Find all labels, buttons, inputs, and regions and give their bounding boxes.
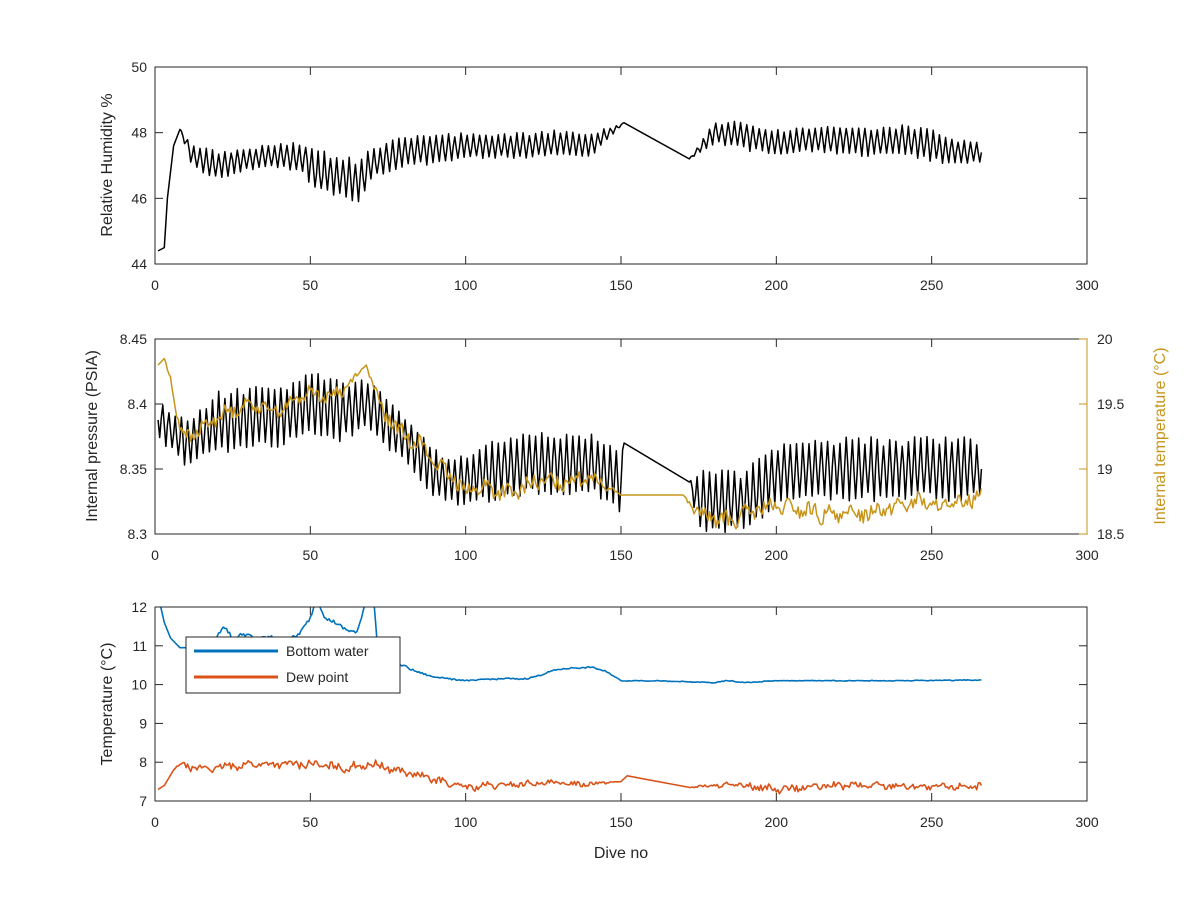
humidity-plot-area <box>155 67 1087 264</box>
series-line-humidity <box>157 120 983 252</box>
pressure-y2-tick-label: 18.5 <box>1097 526 1124 542</box>
series-line-bottom-water <box>159 607 982 684</box>
legend: Bottom water Dew point <box>185 636 401 694</box>
humidity-x-tick-label: 200 <box>765 277 789 293</box>
temperature-y-tick-label: 11 <box>132 638 147 654</box>
pressure-y-tick-label: 8.3 <box>128 526 148 542</box>
pressure-x-tick-label: 100 <box>454 547 478 563</box>
pressure-x-tick-label: 250 <box>920 547 944 563</box>
humidity-y-tick-label: 48 <box>131 125 147 141</box>
temperature-y-tick-label: 9 <box>139 715 147 731</box>
humidity-x-tick-label: 50 <box>303 277 319 293</box>
temperature-y-tick-label: 7 <box>139 793 147 809</box>
pressure-x-tick-label: 50 <box>303 547 319 563</box>
temperature-y-tick-label: 10 <box>131 677 147 693</box>
temperature-x-tick-label: 100 <box>454 814 478 830</box>
temperature-x-tick-label: 0 <box>151 814 159 830</box>
temperature-x-tick-label: 50 <box>303 814 319 830</box>
legend-entry-dew-point: Dew point <box>286 669 348 685</box>
pressure-x-tick-label: 200 <box>765 547 789 563</box>
series-line-dew-point <box>157 759 983 795</box>
series-line-pressure-temperature <box>157 357 983 530</box>
series-line-pressure <box>157 373 983 534</box>
pressure-panel: 0 50 100 150 200 250 300 8.3 8.35 8.4 8.45 18.5 19… <box>84 331 1169 563</box>
humidity-x-tick-label: 250 <box>920 277 944 293</box>
humidity-x-tick-label: 0 <box>151 277 159 293</box>
humidity-x-tick-label: 100 <box>454 277 478 293</box>
temperature-x-tick-label: 200 <box>765 814 789 830</box>
humidity-y-tick-label: 46 <box>131 190 147 206</box>
humidity-y-tick-label: 50 <box>131 59 147 75</box>
temperature-y-tick-label: 8 <box>139 754 147 770</box>
humidity-x-tick-label: 300 <box>1075 277 1099 293</box>
pressure-plot-area <box>155 339 1087 534</box>
pressure-y-tick-label: 8.4 <box>128 396 148 412</box>
pressure-x-tick-label: 150 <box>609 547 633 563</box>
pressure-y2-tick-label: 20 <box>1097 331 1113 347</box>
temperature-y-tick-label: 12 <box>131 599 147 615</box>
temperature-panel: 0 50 100 150 200 250 300 7 8 9 10 11 12 Temperature… <box>99 599 1099 862</box>
pressure-y-axis-label: Internal pressure (PSIA) <box>84 350 101 522</box>
temperature-y2-axis-label: Internal temperature (°C) <box>1152 347 1169 524</box>
humidity-x-tick-label: 150 <box>609 277 633 293</box>
temperature-y-axis-label: Temperature (°C) <box>99 643 116 766</box>
temperature-x-tick-label: 150 <box>609 814 633 830</box>
pressure-y-tick-label: 8.35 <box>120 461 147 477</box>
temperature-x-tick-label: 300 <box>1075 814 1099 830</box>
pressure-y-tick-label: 8.45 <box>120 331 147 347</box>
humidity-panel: 0 50 100 150 200 250 300 44 46 48 50 Relative Hum… <box>99 59 1099 293</box>
legend-entry-bottom-water: Bottom water <box>286 643 369 659</box>
legend-box <box>185 636 401 694</box>
pressure-x-tick-label: 0 <box>151 547 159 563</box>
temperature-x-tick-label: 250 <box>920 814 944 830</box>
x-axis-label: Dive no <box>594 845 648 862</box>
humidity-y-tick-label: 44 <box>131 256 147 272</box>
pressure-y2-tick-label: 19 <box>1097 461 1113 477</box>
pressure-y2-tick-label: 19.5 <box>1097 396 1124 412</box>
humidity-y-axis-label: Relative Humidity % <box>99 93 116 236</box>
pressure-x-tick-label: 300 <box>1075 547 1099 563</box>
